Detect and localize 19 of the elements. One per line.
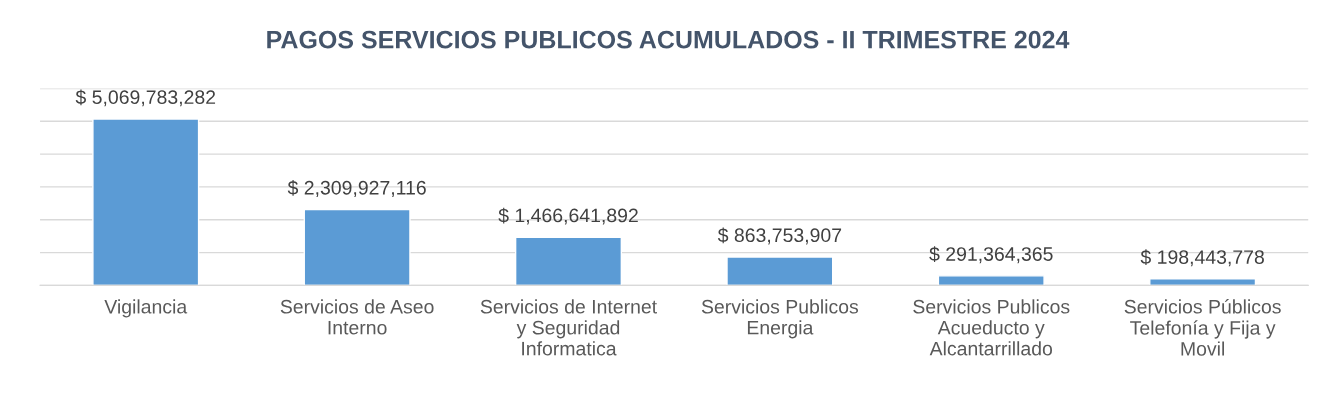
data-label: $ 291,364,365	[929, 246, 1053, 264]
bar	[937, 275, 1045, 286]
x-tick-label: Servicios Publicos Acueducto y Alcantarrillado	[913, 299, 1070, 356]
bar	[514, 236, 623, 286]
x-tick-label: Servicios de Internet y Seguridad Informatica	[480, 299, 657, 356]
data-label: $ 198,443,778	[1140, 249, 1264, 267]
data-label: $ 2,309,927,116	[287, 180, 426, 197]
chart-title: PAGOS SERVICIOS PUBLICOS ACUMULADOS - II TRIMESTRE 2024	[267, 30, 1070, 49]
data-label: $ 5,069,783,282	[75, 89, 216, 107]
x-tick-label: Servicios de Aseo Interno	[280, 299, 434, 335]
data-label: $ 1,466,641,892	[498, 207, 638, 225]
bar	[1149, 278, 1257, 286]
data-label: $ 863,753,907	[717, 227, 842, 245]
bar	[303, 208, 411, 286]
x-tick-label: Servicios Publicos Energia	[701, 299, 859, 339]
x-tick-label: Servicios Públicos Telefonía y Fija y Movil	[1124, 299, 1281, 356]
bar	[92, 118, 200, 286]
bar	[726, 256, 834, 286]
x-tick-label: Vigilancia	[104, 299, 188, 318]
